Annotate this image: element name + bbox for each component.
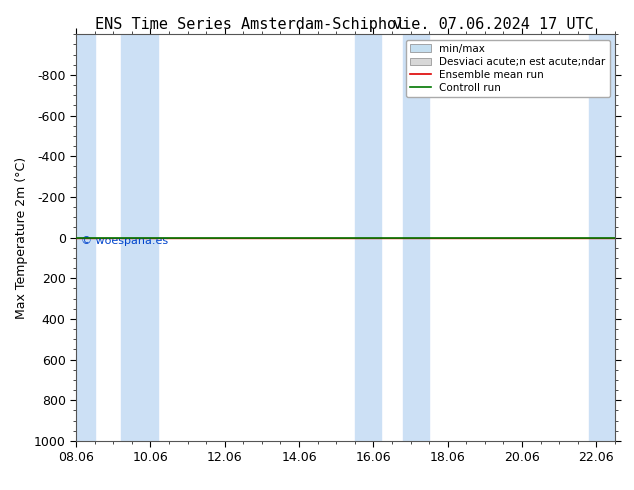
Legend: min/max, Desviaci acute;n est acute;ndar, Ensemble mean run, Controll run: min/max, Desviaci acute;n est acute;ndar…	[406, 40, 610, 97]
Text: ENS Time Series Amsterdam-Schiphol: ENS Time Series Amsterdam-Schiphol	[95, 17, 405, 32]
Bar	[589, 34, 615, 441]
Bar	[120, 34, 158, 441]
Bar	[355, 34, 381, 441]
Text: © woespana.es: © woespana.es	[81, 236, 169, 245]
Bar	[403, 34, 429, 441]
Bar	[76, 34, 94, 441]
Text: vie. 07.06.2024 17 UTC: vie. 07.06.2024 17 UTC	[393, 17, 594, 32]
Y-axis label: Max Temperature 2m (°C): Max Temperature 2m (°C)	[15, 157, 29, 318]
